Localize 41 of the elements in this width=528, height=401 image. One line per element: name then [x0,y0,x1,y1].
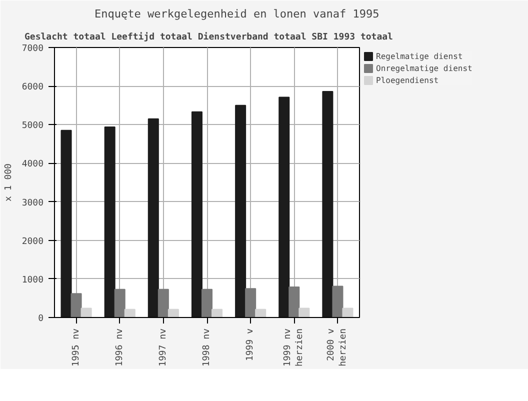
chart-title: Enquęte werkgelegenheid en lonen vanaf 1995 [94,8,380,20]
x-tick-label: 1999 v [246,328,256,362]
y-tick-label: 4000 [22,160,44,170]
bar [70,293,82,318]
bar [278,96,290,318]
bar [158,288,169,318]
bar [212,308,223,318]
legend-label: Onregelmatige dienst [376,63,472,73]
bar [322,90,334,318]
bar [60,130,72,318]
y-tick-label: 1000 [22,275,44,286]
bar [298,308,310,318]
y-tick-label: 3000 [22,198,44,208]
x-tick-label: 1996 nv [114,328,125,366]
x-tick-label: 1997 nv [158,328,168,366]
y-tick-label: 2000 [22,236,44,247]
y-tick-label: 5000 [22,121,44,132]
bar [342,308,354,318]
y-tick-label: 6000 [22,82,44,93]
y-tick-label: 0 [38,314,44,324]
bar [245,288,256,318]
bar [255,308,266,318]
bar [148,118,159,318]
bar [201,288,213,318]
legend-label: Regelmatige dienst [376,51,463,61]
bar [104,126,116,318]
y-axis-title: x 1 000 [4,164,14,202]
chart-subtitle: Geslacht totaal Leeftijd totaal Dienstverband totaal SBI 1993 totaal [24,32,393,42]
bar [80,308,92,318]
x-tick-label: 1998 nv [202,328,212,366]
bar [191,111,202,318]
y-tick-label: 7000 [22,44,44,54]
bar [332,286,344,318]
bar [168,308,179,318]
legend-label: Ploegendienst [376,75,439,85]
x-tick-label: 1999 nv herzien [283,328,306,366]
x-tick-label: 1995 nv [71,328,82,366]
bar [288,286,300,318]
bar [235,104,246,318]
bar [114,288,126,318]
bar [124,308,136,318]
